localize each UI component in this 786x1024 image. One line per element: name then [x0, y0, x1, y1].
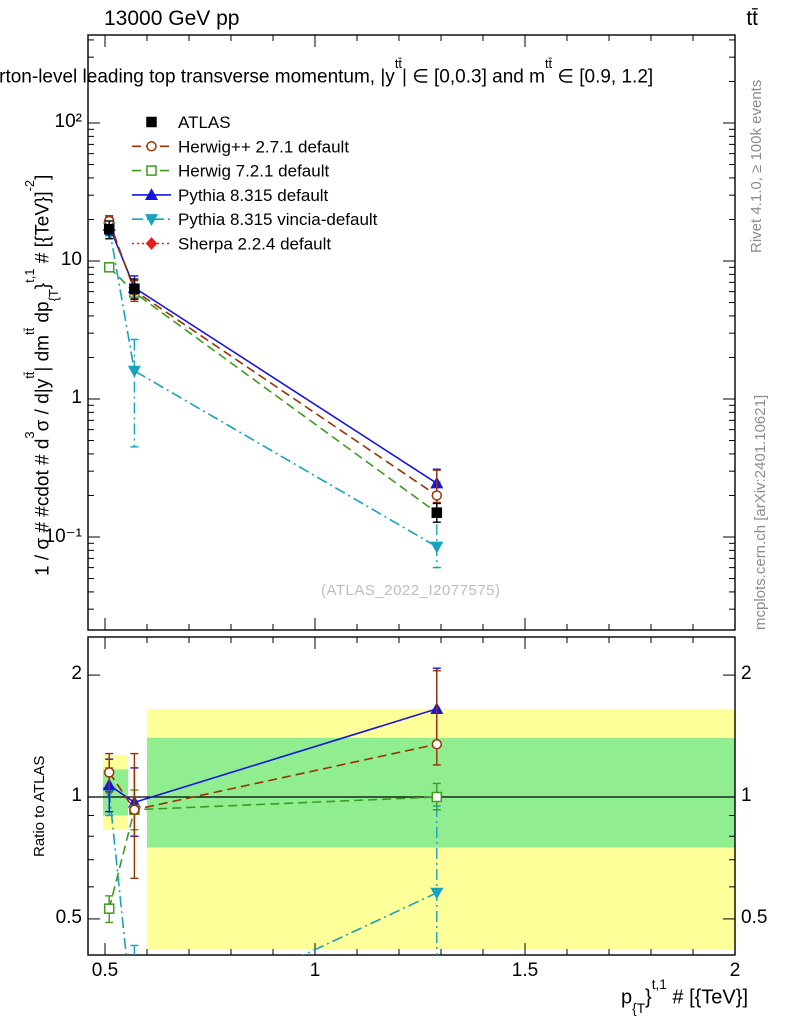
- series-herwigpp-ratio: [103, 670, 443, 879]
- main-y-tick-label: 10⁻¹: [44, 526, 83, 547]
- ratio-y-tick-label-left: 0.5: [55, 906, 82, 928]
- panel-frame: [87, 636, 736, 956]
- triangle-up-marker: [144, 188, 159, 200]
- panel-frame: [87, 34, 736, 631]
- legend: ATLAS Herwig++ 2.7.1 default Herwig 7.2.1 …: [132, 113, 378, 254]
- ratio-y-tick-label-right: 2: [741, 663, 752, 685]
- ratio-y-tick-label-right: 0.5: [741, 906, 768, 928]
- square-marker: [431, 791, 443, 803]
- main-y-tick-label: 10: [60, 249, 82, 270]
- plot-title: parton-level leading top transverse mome…: [0, 55, 654, 88]
- series-atlas-main: [103, 220, 443, 523]
- mcplots-note: mcplots.cern.ch [arXiv:2401.10621]: [752, 394, 769, 630]
- ratio-y-tick-label-right: 1: [741, 785, 752, 806]
- legend-label: Herwig 7.2.1 default: [178, 162, 329, 181]
- x-tick-label: 1: [309, 960, 321, 981]
- series-vincia-main: [102, 218, 444, 569]
- ratio-y-tick-label-left: 1: [71, 785, 82, 806]
- x-tick-label: 0.5: [91, 960, 119, 981]
- circle-marker: [103, 767, 115, 778]
- triangle-down-marker: [144, 214, 159, 226]
- legend-label: Herwig++ 2.7.1 default: [178, 137, 349, 156]
- triangle-down-marker: [430, 541, 444, 554]
- process-label: tt̄: [746, 7, 758, 30]
- y-axis-title-main: 1 / σ # #cdot # d3σ / d|ytt̄| dmtt̄ dp{T…: [21, 174, 61, 576]
- beam-energy-label: 13000 GeV pp: [104, 7, 240, 30]
- square-marker: [129, 283, 140, 294]
- square-marker: [103, 262, 115, 273]
- ratio-y-tick-label-left: 2: [71, 663, 82, 685]
- x-tick-label: 1.5: [511, 960, 539, 981]
- square-marker: [146, 165, 157, 176]
- legend-label: Sherpa 2.2.4 default: [178, 235, 331, 254]
- legend-label: Pythia 8.315 default: [178, 186, 329, 205]
- triangle-down-marker: [430, 887, 444, 900]
- square-marker: [431, 507, 443, 518]
- circle-marker: [129, 804, 140, 816]
- triangle-down-marker: [127, 365, 141, 378]
- circle-marker: [431, 490, 443, 501]
- axis-ticks: [88, 35, 736, 955]
- main-y-tick-label: 10²: [54, 111, 82, 132]
- x-axis-title: p{T}t,1 # [{TeV}]: [621, 976, 748, 1017]
- x-tick-label: 2: [729, 960, 741, 981]
- legend-label: Pythia 8.315 vincia-default: [178, 210, 378, 229]
- legend-label: ATLAS: [178, 113, 231, 132]
- circle-marker: [431, 738, 443, 750]
- series-pythia-main: [102, 216, 444, 497]
- rivet-version-note: Rivet 4.1.0, ≥ 100k events: [748, 79, 765, 253]
- main-y-tick-label: 1: [71, 387, 82, 408]
- square-marker: [103, 223, 115, 235]
- square-marker: [103, 903, 115, 914]
- circle-marker: [146, 141, 157, 152]
- diamond-marker: [145, 237, 158, 250]
- uncertainty-bands: [102, 708, 735, 950]
- square-marker: [146, 116, 157, 128]
- analysis-watermark: (ATLAS_2022_I2077575): [321, 582, 501, 599]
- series-herwigpp-main: [103, 214, 443, 504]
